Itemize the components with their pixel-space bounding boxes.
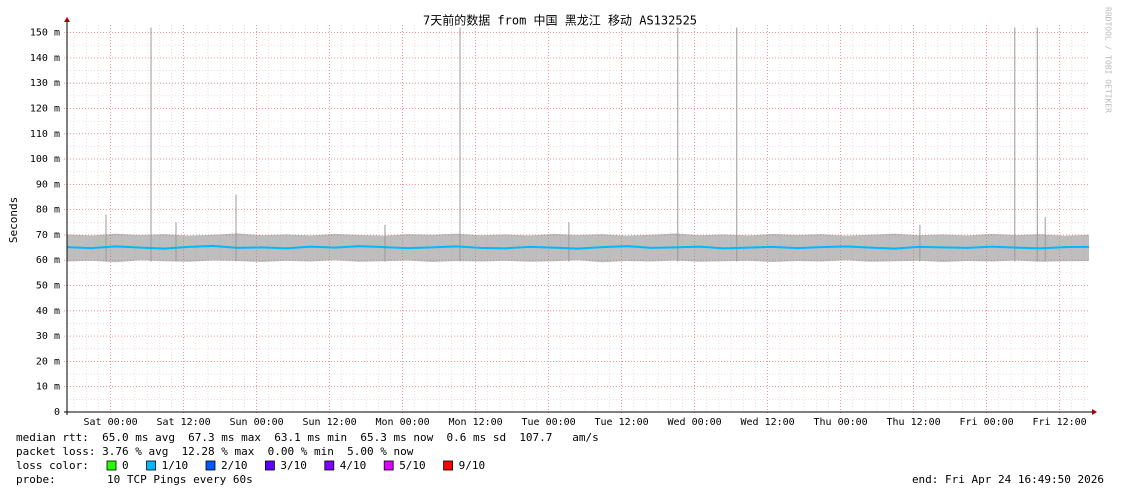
end-time: end: Fri Apr 24 16:49:50 2026 <box>912 473 1104 486</box>
y-tick-label: 90 m <box>36 179 60 190</box>
loss-swatch <box>106 460 117 471</box>
x-tick-label: Fri 00:00 <box>960 417 1014 428</box>
chart-title: 7天前的数据 from 中国 黑龙江 移动 AS132525 <box>423 13 697 28</box>
probe: 10 TCP Pings every 60s <box>107 473 253 486</box>
median-line <box>66 244 1090 250</box>
y-tick-label: 20 m <box>36 356 60 367</box>
loss-swatch <box>443 460 454 471</box>
y-tick-label: 150 m <box>30 28 60 39</box>
probe-label: probe: <box>16 473 56 486</box>
x-tick-label: Wed 00:00 <box>668 417 722 428</box>
axis-arrow <box>64 17 70 22</box>
y-tick-label: 130 m <box>30 78 60 89</box>
loss-swatch <box>146 460 157 471</box>
x-tick-label: Thu 12:00 <box>887 417 941 428</box>
watermark: RRDTOOL / TOBI OETIKER <box>1104 7 1113 113</box>
y-tick-label: 80 m <box>36 205 60 216</box>
loss-label: 2/10 <box>221 459 248 472</box>
x-tick-label: Tue 12:00 <box>595 417 649 428</box>
x-tick-label: Mon 12:00 <box>449 417 503 428</box>
loss-label: 9/10 <box>459 459 486 472</box>
loss-label: 4/10 <box>340 459 367 472</box>
y-tick-label: 140 m <box>30 53 60 64</box>
x-tick-label: Tue 00:00 <box>522 417 576 428</box>
x-tick-label: Fri 12:00 <box>1033 417 1087 428</box>
y-tick-label: 30 m <box>36 331 60 342</box>
axis-arrow <box>1092 409 1097 415</box>
loss-swatch <box>205 460 216 471</box>
x-tick-label: Wed 12:00 <box>741 417 795 428</box>
x-tick-label: Sun 12:00 <box>303 417 357 428</box>
y-tick-label: 50 m <box>36 281 60 292</box>
summary-line: packet loss: 3.76 % avg 12.28 % max 0.00… <box>16 445 414 458</box>
y-tick-label: 60 m <box>36 255 60 266</box>
loss-swatch <box>324 460 335 471</box>
loss-label: 1/10 <box>162 459 189 472</box>
loss-label: loss color: <box>16 459 89 472</box>
summary-line: median rtt: 65.0 ms avg 67.3 ms max 63.1… <box>16 431 599 444</box>
x-tick-label: Sat 12:00 <box>157 417 211 428</box>
loss-label: 3/10 <box>280 459 307 472</box>
y-tick-label: 110 m <box>30 129 60 140</box>
y-tick-label: 40 m <box>36 306 60 317</box>
y-tick-label: 100 m <box>30 154 60 165</box>
y-axis-label: Seconds <box>7 197 20 243</box>
loss-swatch <box>264 460 275 471</box>
loss-label: 0 <box>122 459 129 472</box>
y-tick-label: 10 m <box>36 382 60 393</box>
x-tick-label: Mon 00:00 <box>376 417 430 428</box>
y-tick-label: 70 m <box>36 230 60 241</box>
x-tick-label: Thu 00:00 <box>814 417 868 428</box>
loss-swatch <box>383 460 394 471</box>
y-tick-label: 120 m <box>30 103 60 114</box>
x-tick-label: Sun 00:00 <box>230 417 284 428</box>
x-tick-label: Sat 00:00 <box>84 417 138 428</box>
loss-label: 5/10 <box>399 459 426 472</box>
y-tick-label: 0 <box>54 407 60 418</box>
